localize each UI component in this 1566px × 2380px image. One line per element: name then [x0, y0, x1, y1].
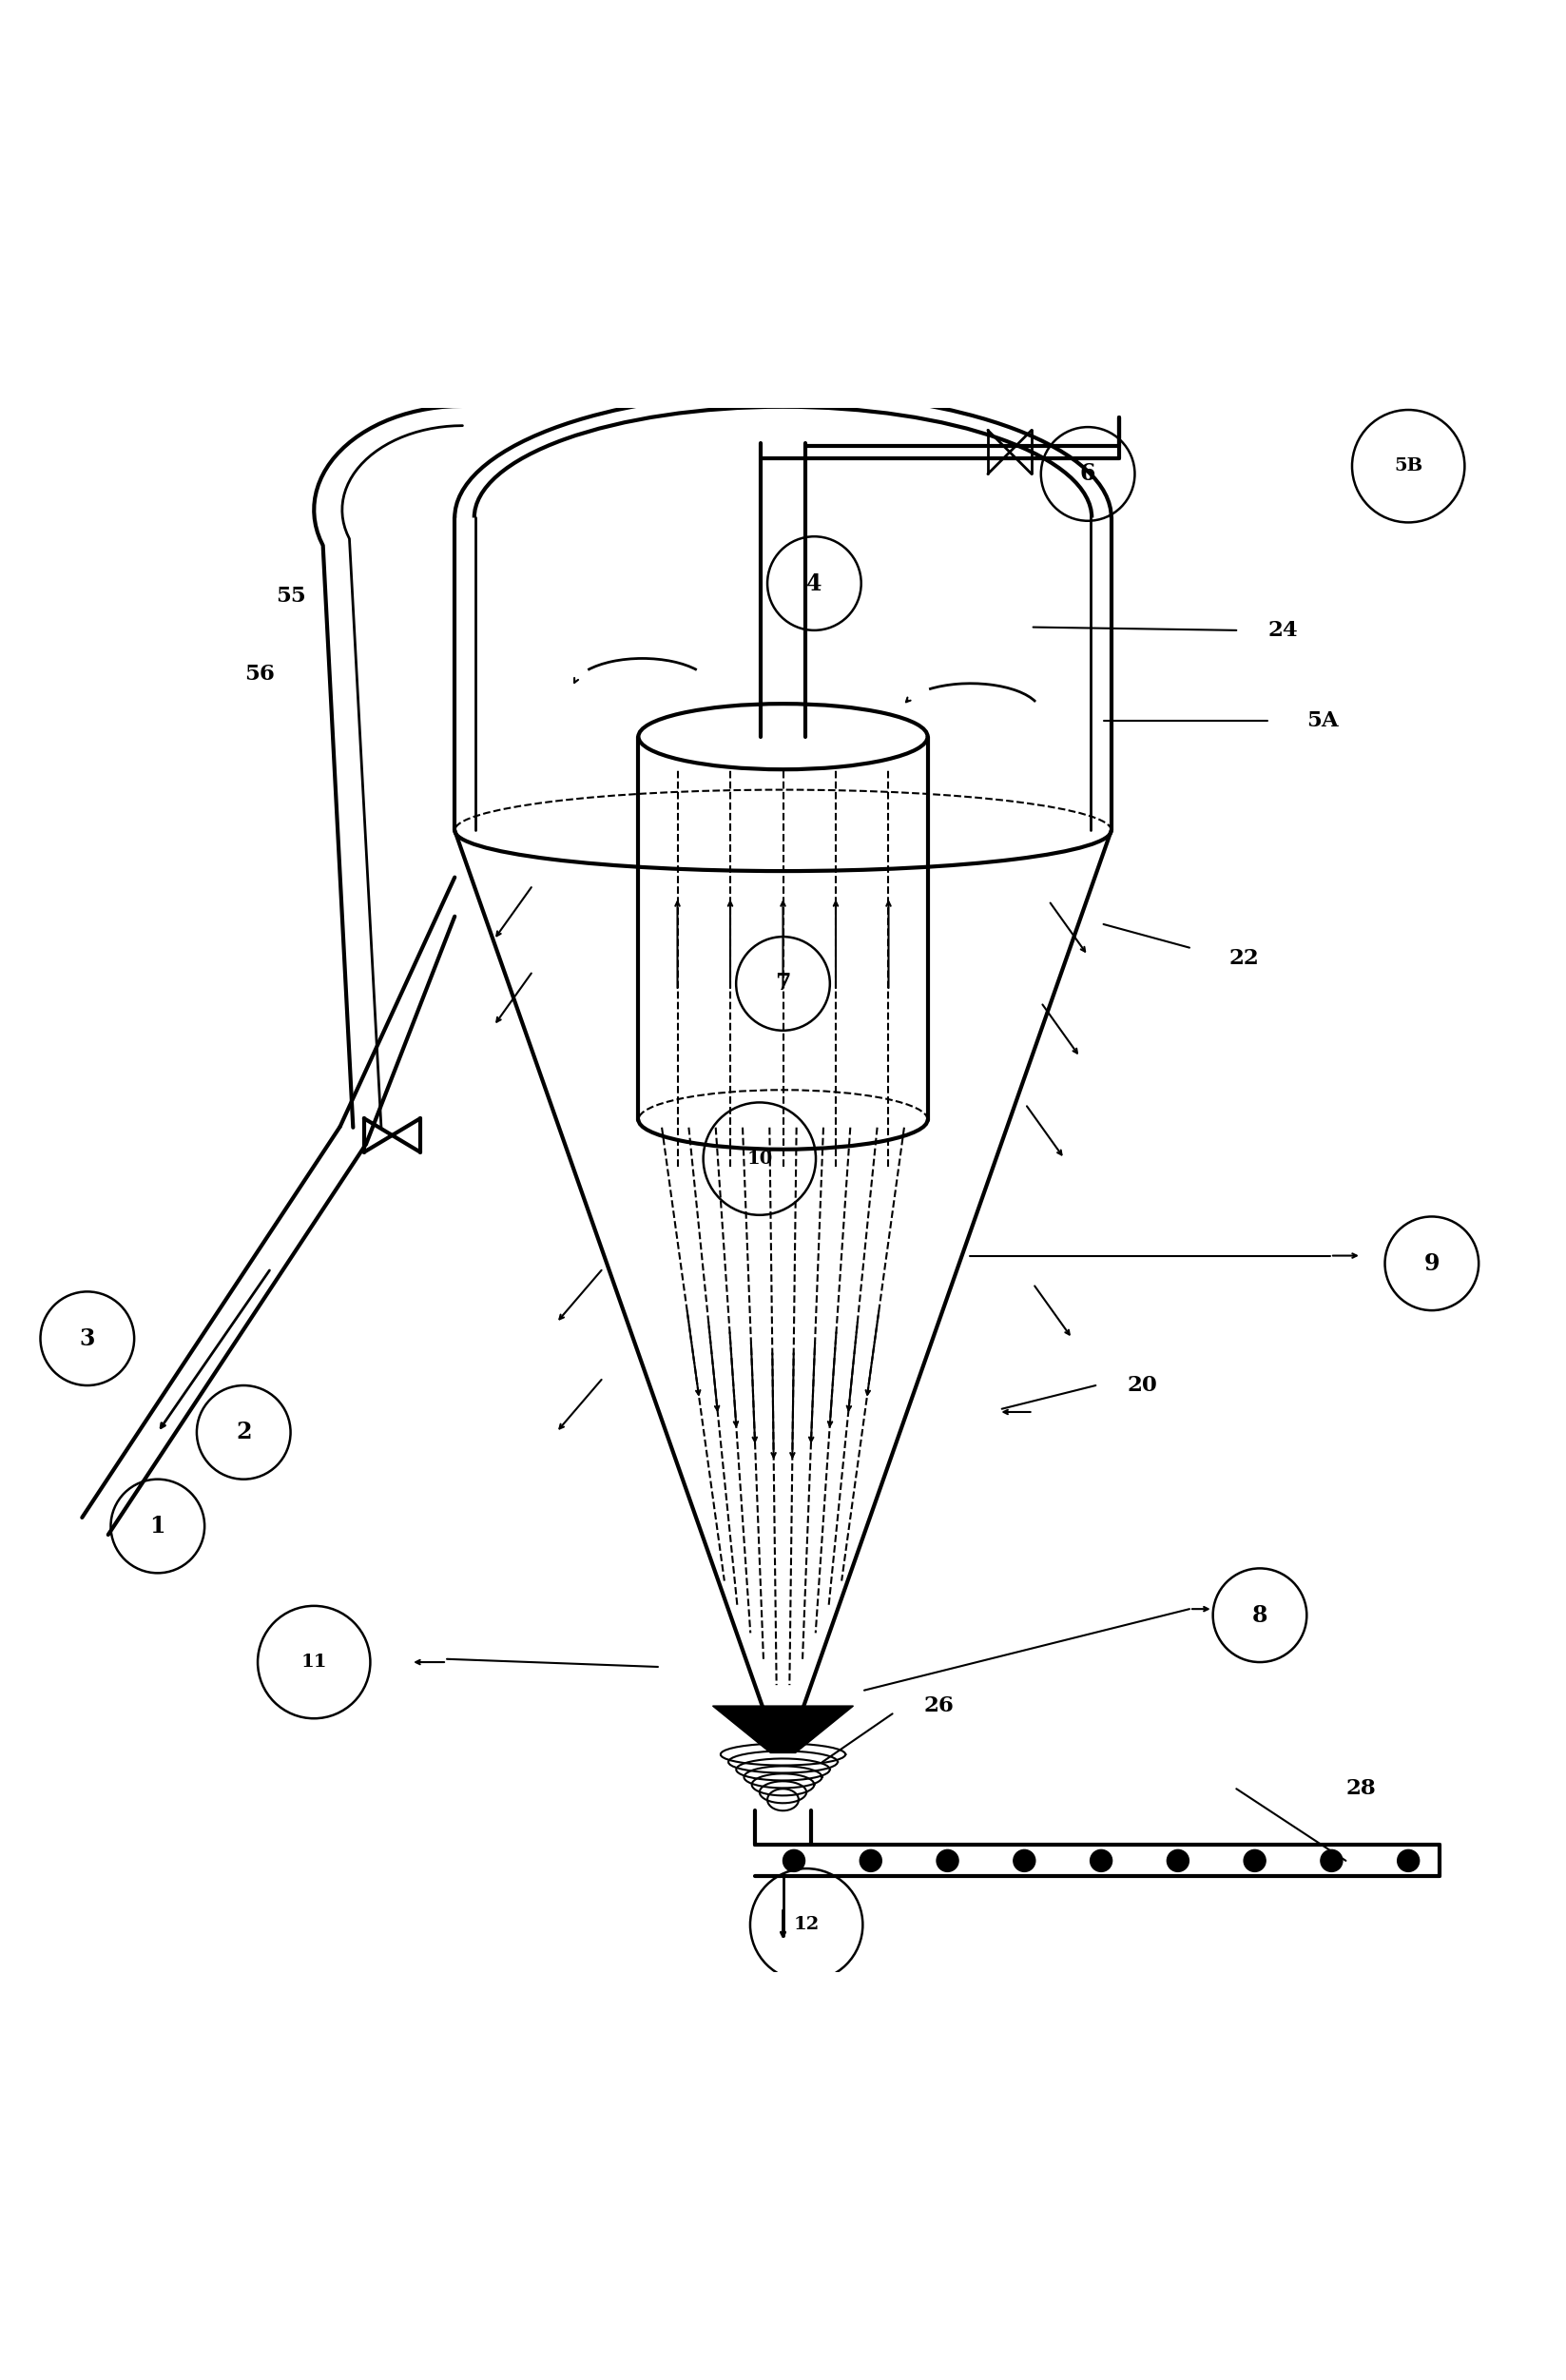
Text: 22: 22 [1229, 947, 1259, 969]
Circle shape [1320, 1849, 1342, 1871]
Text: 24: 24 [1268, 619, 1298, 640]
Circle shape [1167, 1849, 1189, 1871]
Polygon shape [713, 1706, 853, 1752]
Text: 11: 11 [301, 1654, 327, 1671]
Text: 20: 20 [1128, 1376, 1157, 1397]
Circle shape [1243, 1849, 1265, 1871]
Text: 9: 9 [1423, 1252, 1439, 1276]
Text: 8: 8 [1251, 1604, 1267, 1626]
Text: 5A: 5A [1306, 712, 1339, 731]
Text: 4: 4 [806, 571, 822, 595]
Text: 28: 28 [1347, 1778, 1377, 1799]
Circle shape [860, 1849, 882, 1871]
Text: 1: 1 [150, 1514, 166, 1537]
Circle shape [1013, 1849, 1035, 1871]
Text: 6: 6 [1081, 462, 1096, 486]
Circle shape [1090, 1849, 1112, 1871]
Circle shape [1397, 1849, 1419, 1871]
Text: 10: 10 [747, 1150, 772, 1166]
Text: 55: 55 [276, 585, 305, 607]
Text: 26: 26 [924, 1695, 955, 1716]
Text: 3: 3 [80, 1328, 96, 1349]
Text: 2: 2 [236, 1421, 252, 1445]
Circle shape [783, 1849, 805, 1871]
Text: 5B: 5B [1394, 457, 1423, 474]
Text: 7: 7 [775, 971, 791, 995]
Text: 12: 12 [794, 1916, 819, 1933]
Text: 56: 56 [244, 664, 274, 685]
Circle shape [936, 1849, 958, 1871]
